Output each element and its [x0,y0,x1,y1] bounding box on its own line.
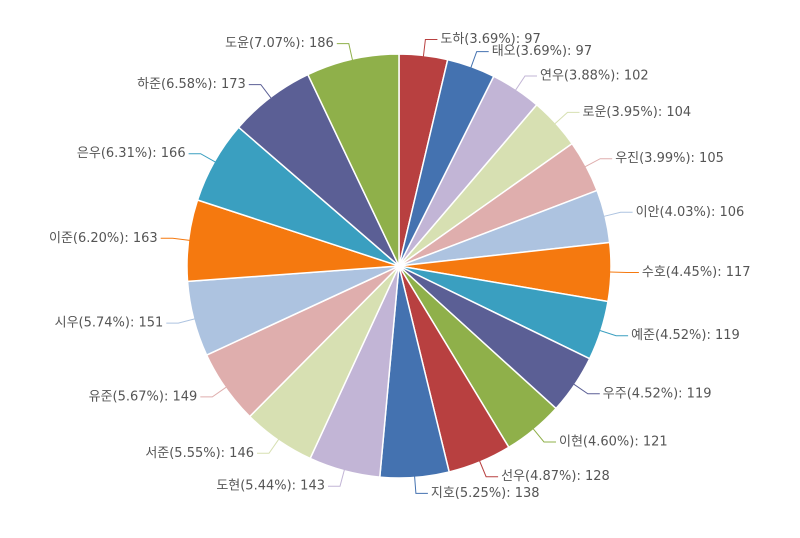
data-label-17: 은우(6.31%): 166 [77,146,186,161]
data-label-13: 서준(5.55%): 146 [145,446,254,461]
data-label-14: 유준(5.67%): 149 [89,389,198,404]
data-label-19: 도윤(7.07%): 186 [225,36,334,51]
data-label-12: 도현(5.44%): 143 [216,479,325,494]
data-label-5: 이안(4.03%): 106 [636,205,745,220]
data-label-18: 하준(6.58%): 173 [137,77,246,92]
leader-line-7 [599,330,629,337]
data-label-3: 로운(3.95%): 104 [583,105,692,120]
leader-line-16 [160,237,190,241]
data-label-16: 이준(6.20%): 163 [49,231,158,246]
leader-line-13 [257,439,280,454]
data-label-7: 예준(4.52%): 119 [631,328,740,343]
data-label-15: 시우(5.74%): 151 [55,316,164,331]
leader-line-17 [188,153,216,163]
leader-line-12 [328,469,345,487]
leader-line-1 [470,51,489,68]
leader-lines [160,39,639,494]
data-label-11: 지호(5.25%): 138 [431,486,540,501]
data-label-4: 우진(3.99%): 105 [615,151,724,166]
leader-line-15 [166,318,195,324]
leader-line-9 [532,428,556,443]
leader-line-19 [336,43,353,61]
data-label-8: 우주(4.52%): 119 [603,386,712,401]
leader-line-18 [248,84,272,99]
data-label-1: 태오(3.69%): 97 [492,44,592,59]
pie-slices [186,53,612,479]
leader-line-5 [603,211,633,217]
leader-line-3 [554,111,580,125]
leader-line-4 [584,158,613,168]
data-label-0: 도하(3.69%): 97 [440,32,540,47]
leader-line-14 [200,386,227,398]
data-label-9: 이현(4.60%): 121 [559,435,668,450]
data-label-10: 선우(4.87%): 128 [501,469,610,484]
data-label-6: 수호(4.45%): 117 [642,265,751,280]
leader-line-0 [422,39,438,57]
leader-line-11 [414,476,428,494]
leader-line-8 [573,383,600,395]
data-label-2: 연우(3.88%): 102 [540,69,649,84]
leader-line-10 [479,460,499,478]
leader-line-6 [609,271,639,273]
leader-line-2 [515,75,537,91]
